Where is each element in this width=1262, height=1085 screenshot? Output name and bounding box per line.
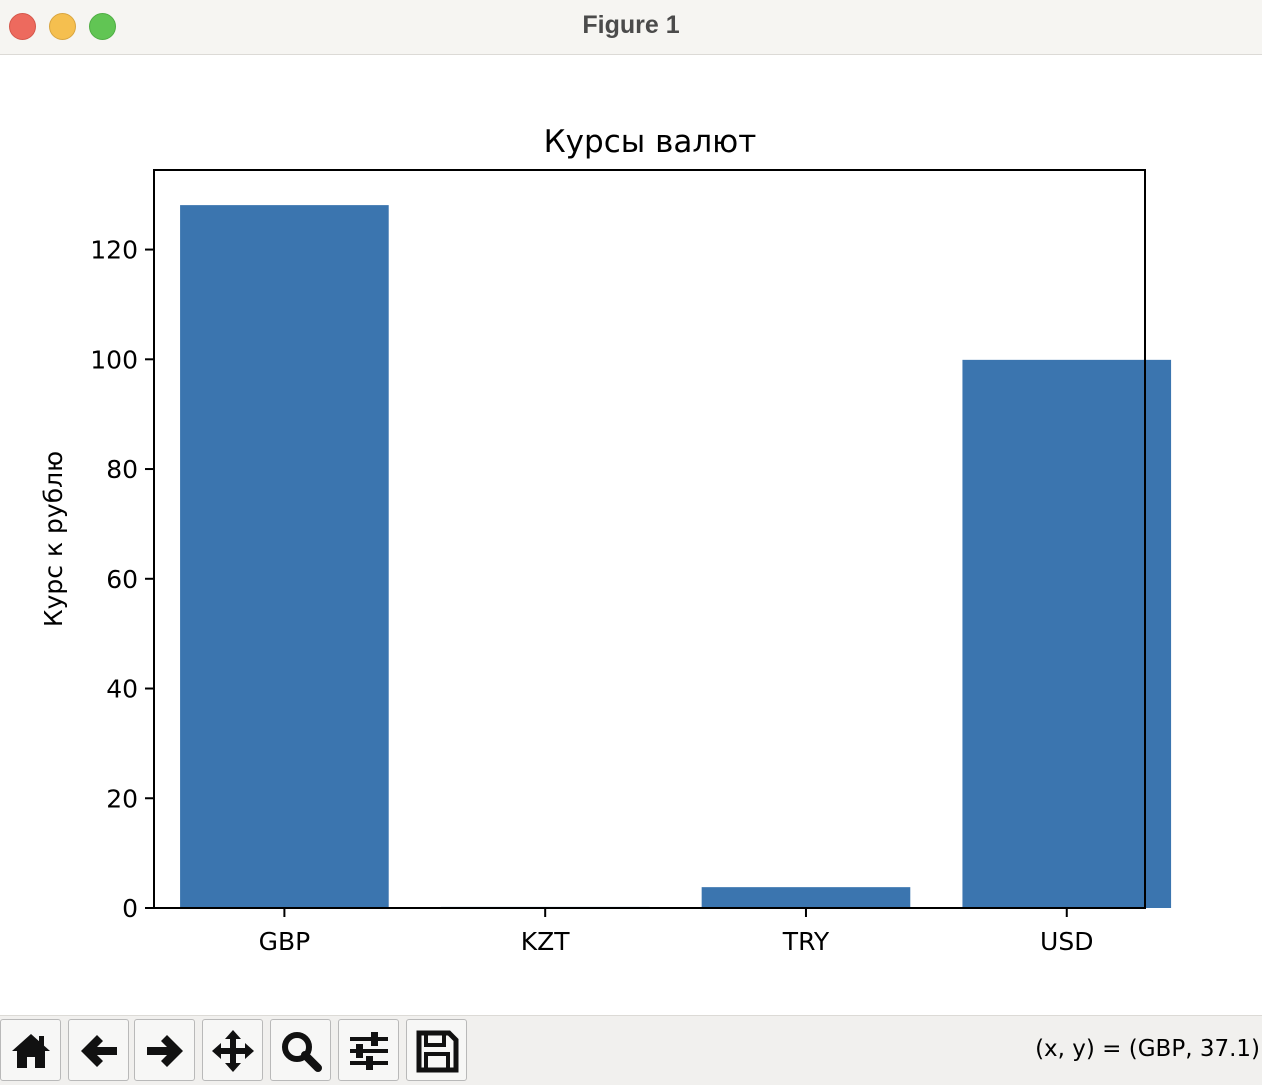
back-button[interactable]	[68, 1019, 129, 1081]
home-icon	[12, 1034, 50, 1068]
bar-usd	[962, 359, 1172, 908]
close-window-button[interactable]	[9, 13, 36, 40]
x-tick-label: TRY	[782, 927, 830, 956]
forward-button[interactable]	[134, 1019, 195, 1081]
bar-chart: Курсы валют Курс к рублю 0 20 40 60 80 100 120…	[39, 124, 1172, 956]
x-axis: GBP KZT TRY USD	[259, 908, 1093, 956]
y-tick-label: 80	[106, 455, 138, 484]
title-bar: Figure 1	[0, 0, 1262, 55]
x-tick-label: KZT	[521, 927, 571, 956]
floppy-disk-icon	[416, 1030, 459, 1073]
y-axis-label: Курс к рублю	[39, 451, 68, 627]
arrow-right-icon	[147, 1035, 183, 1067]
move-icon	[212, 1030, 254, 1072]
configure-subplots-button[interactable]	[338, 1019, 399, 1081]
plot-frame	[153, 169, 1146, 909]
y-tick-label: 0	[122, 894, 138, 923]
y-tick-label: 120	[90, 236, 138, 265]
chart-title: Курсы валют	[544, 124, 757, 160]
x-tick-label: USD	[1040, 927, 1093, 956]
bars-group	[180, 205, 1172, 909]
y-tick-label: 60	[106, 565, 138, 594]
home-button[interactable]	[0, 1019, 61, 1081]
y-tick-label: 40	[106, 675, 138, 704]
magnifier-icon	[282, 1032, 322, 1072]
minimize-window-button[interactable]	[49, 13, 76, 40]
pan-button[interactable]	[202, 1019, 263, 1081]
save-button[interactable]	[406, 1019, 467, 1081]
bar-gbp	[180, 205, 389, 909]
y-tick-label: 20	[106, 784, 138, 813]
cursor-coordinates: (x, y) = (GBP, 37.1)	[1035, 1036, 1260, 1062]
x-tick-label: GBP	[259, 927, 311, 956]
bar-try	[701, 887, 911, 908]
y-tick-label: 100	[90, 345, 138, 374]
zoom-button[interactable]	[270, 1019, 331, 1081]
sliders-icon	[350, 1032, 388, 1070]
maximize-window-button[interactable]	[89, 13, 116, 40]
y-axis: 0 20 40 60 80 100 120	[90, 236, 154, 923]
navigation-toolbar: (x, y) = (GBP, 37.1)	[0, 1015, 1262, 1085]
window-title: Figure 1	[582, 11, 680, 39]
figure-canvas[interactable]: Курсы валют Курс к рублю 0 20 40 60 80 100 120…	[0, 55, 1262, 1015]
arrow-left-icon	[81, 1035, 117, 1067]
